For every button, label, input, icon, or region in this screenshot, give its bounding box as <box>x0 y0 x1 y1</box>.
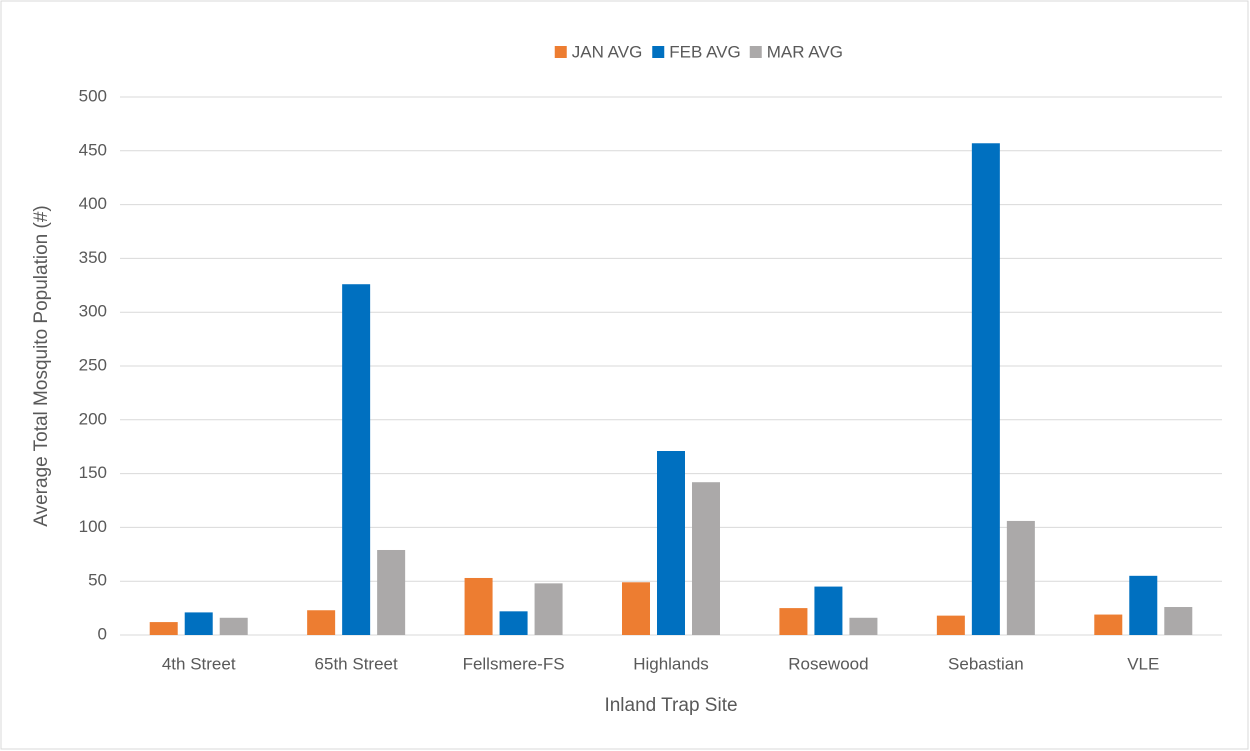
y-tick-label: 500 <box>79 86 107 105</box>
y-tick-label: 50 <box>88 571 107 590</box>
bar <box>779 608 808 635</box>
legend-swatch <box>749 46 762 58</box>
x-tick-label: Sebastian <box>948 654 1024 673</box>
bar <box>342 284 371 635</box>
bar <box>149 622 178 635</box>
bar <box>622 582 650 635</box>
y-axis-title: Average Total Mosquito Population (#) <box>31 205 52 526</box>
legend-swatch <box>652 46 665 58</box>
bar <box>814 586 843 635</box>
bar <box>534 583 563 635</box>
y-tick-label: 250 <box>79 355 107 374</box>
y-tick-label: 400 <box>79 194 107 213</box>
y-tick-label: 0 <box>98 624 107 643</box>
x-tick-label: Highlands <box>633 654 709 673</box>
y-tick-label: 300 <box>79 302 107 321</box>
bar <box>1094 614 1123 635</box>
legend-swatch <box>554 46 567 58</box>
y-tick-label: 350 <box>79 248 107 267</box>
bar <box>692 482 720 635</box>
y-tick-label: 200 <box>79 409 107 428</box>
bar <box>849 617 878 635</box>
bar <box>1006 520 1035 635</box>
x-tick-label: VLE <box>1127 654 1159 673</box>
bar <box>464 577 493 635</box>
x-tick-label: Rosewood <box>788 654 868 673</box>
bar <box>1129 575 1158 635</box>
bar <box>307 610 336 635</box>
bar <box>936 615 965 635</box>
x-tick-label: 65th Street <box>315 654 398 673</box>
y-tick-label: 450 <box>79 140 107 159</box>
bar <box>1164 607 1193 635</box>
x-axis-title: Inland Trap Site <box>604 695 737 716</box>
bar <box>499 611 528 635</box>
x-tick-label: Fellsmere-FS <box>463 654 565 673</box>
legend-label: JAN AVG <box>572 42 643 61</box>
bar <box>184 612 213 635</box>
x-tick-label: 4th Street <box>162 654 236 673</box>
y-tick-label: 150 <box>79 463 107 482</box>
bar <box>657 451 685 635</box>
bar <box>377 549 406 635</box>
y-tick-label: 100 <box>79 517 107 536</box>
bar <box>971 143 1000 635</box>
legend-label: MAR AVG <box>767 42 843 61</box>
bar <box>219 617 248 635</box>
legend-label: FEB AVG <box>669 42 741 61</box>
